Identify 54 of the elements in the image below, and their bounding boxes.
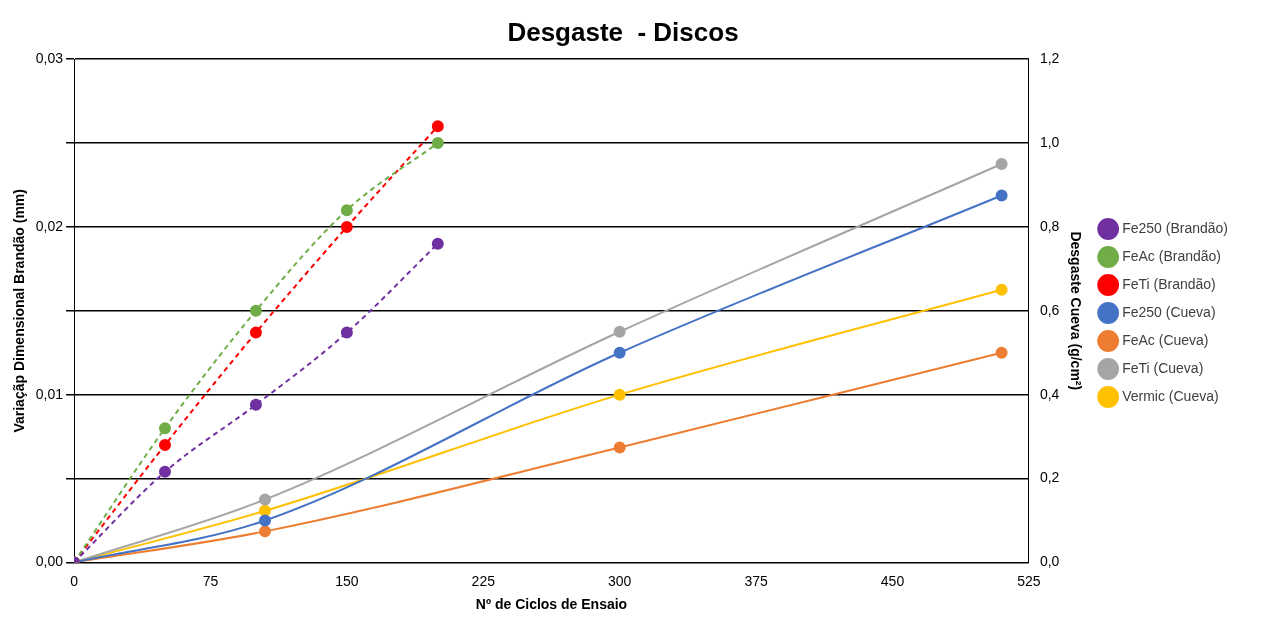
point [158,465,171,478]
y-tick-label: 0,01 [35,385,64,402]
point [340,220,353,233]
point [249,398,262,411]
point [613,325,626,338]
y2-tick-label: 0,2 [1039,469,1060,486]
y2-tick-label: 0,4 [1039,385,1060,402]
x-tick-label: 375 [744,572,768,589]
point [995,283,1008,296]
y2-tick-label: 0,8 [1039,217,1060,234]
point [995,189,1008,202]
y2-axis-title: Desgaste Cueva (g/cm²) [1067,231,1084,391]
y2-tick-label: 1,0 [1039,133,1060,150]
point [995,346,1008,359]
point [259,504,272,517]
x-tick-label: 150 [335,572,359,589]
point [613,346,626,359]
point [259,493,272,506]
x-tick-label: 75 [202,572,219,589]
legend-label: Vermic (Cueva) [1122,387,1219,404]
point [431,237,444,250]
legend-label: FeAc (Cueva) [1122,331,1209,348]
x-tick-label: 525 [1017,572,1041,589]
point [340,326,353,339]
point [340,204,353,217]
point [158,422,171,435]
legend-label: Fe250 (Cueva) [1122,303,1216,320]
y2-tick-label: 0,6 [1039,301,1060,318]
y2-tick-label: 1,2 [1039,50,1060,67]
point [259,525,272,538]
x-tick-label: 300 [608,572,632,589]
point [249,304,262,317]
point [158,438,171,451]
y-tick-label: 0,02 [35,217,64,234]
x-tick-label: 0 [70,572,79,589]
x-tick-label: 225 [471,572,496,589]
point [431,120,444,133]
point [431,137,444,150]
legend-label: FeAc (Brandão) [1122,247,1221,264]
y-tick-label: 0,00 [35,553,64,570]
legend-label: FeTi (Cueva) [1122,359,1204,376]
x-axis-title: Nº de Ciclos de Ensaio [475,596,628,613]
y2-tick-label: 0,0 [1039,553,1060,570]
point [995,158,1008,171]
point [259,514,272,527]
point [613,388,626,401]
x-tick-label: 450 [880,572,905,589]
legend-label: Fe250 (Brandão) [1122,219,1228,236]
point [613,441,626,454]
point [249,326,262,339]
chart-title: Desgaste - Discos [507,16,739,47]
y-tick-label: 0,03 [35,50,64,67]
legend-label: FeTi (Brandão) [1122,275,1216,292]
y-axis-title: Variaçãp Dimensional Brandão (mm) [11,189,28,433]
